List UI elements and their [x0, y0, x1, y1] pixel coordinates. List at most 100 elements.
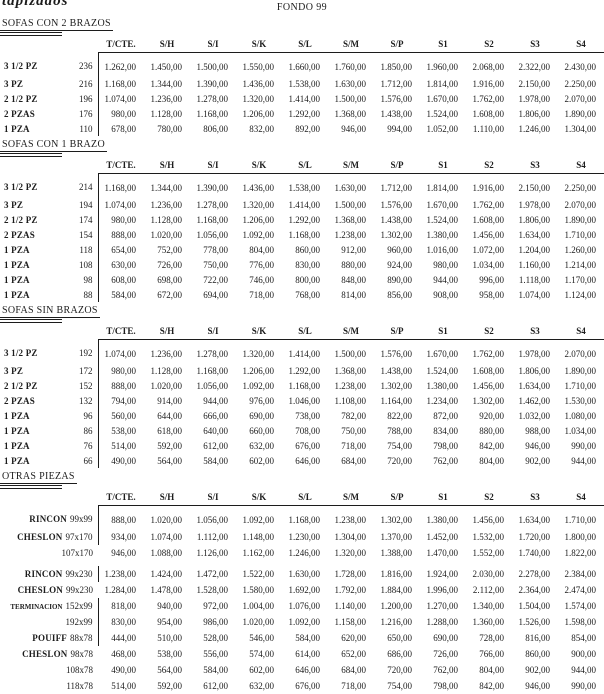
price-cell: 676,00 [295, 440, 320, 451]
price-cell: 1.124,00 [564, 289, 597, 300]
price-cell: 1.148,00 [242, 532, 275, 542]
row-label: 2 1/2 PZ [4, 214, 38, 225]
price-cell: 1.390,00 [196, 78, 229, 89]
price-cell: 1.292,00 [288, 365, 321, 376]
price-cell: 752,00 [157, 244, 182, 255]
price-cell: 1.574,00 [564, 601, 597, 611]
price-cell: 1.302,00 [380, 514, 413, 525]
price-cell: 1.390,00 [196, 182, 229, 193]
price-cell: 944,00 [203, 395, 228, 406]
piece-name: CHESLON [17, 532, 63, 542]
table-row: 3 1/2 PZ 192 1.074,00 1.236,00 1.278,00 1.320… [0, 339, 604, 363]
price-cell: 1.160,00 [518, 259, 551, 270]
price-cell: 1.214,00 [564, 259, 597, 270]
price-cell: 1.020,00 [150, 229, 183, 240]
price-cell: 1.112,00 [196, 532, 228, 542]
price-cell: 1.388,00 [380, 548, 413, 558]
column-header: S/L [282, 324, 328, 340]
table-row: 1 PZA 110 678,00 780,00 806,00 832,00 892,00 94… [0, 121, 604, 136]
price-cell: 980,00 [433, 259, 458, 270]
price-cell: 720,00 [387, 455, 412, 466]
price-cell: 1.360,00 [472, 617, 505, 627]
row-size: 194 [60, 197, 99, 212]
price-cell: 804,00 [479, 665, 504, 675]
row-size: 176 [60, 106, 99, 121]
price-cell: 1.126,00 [196, 548, 229, 558]
row-size: 192 [60, 339, 99, 363]
row-label: 1 PZA [4, 259, 30, 270]
price-cell: 860,00 [295, 244, 320, 255]
section-title-double-rule [0, 485, 62, 489]
header-spacer-size [60, 490, 98, 506]
row-label: 108x78 [0, 662, 98, 678]
table-row: POUIFF 88x78 444,00 510,00 528,00 546,00 584,0… [0, 630, 604, 646]
price-cell: 514,00 [111, 681, 136, 691]
price-cell: 584,00 [203, 665, 228, 675]
price-cell: 1.890,00 [564, 108, 597, 119]
price-cell: 1.056,00 [196, 229, 229, 240]
piece-name: CHESLON [17, 585, 63, 595]
price-cell: 1.368,00 [334, 108, 367, 119]
column-header: S/M [328, 158, 374, 174]
price-cell: 912,00 [341, 244, 366, 255]
row-label: TERMINACION 152x99 [0, 598, 99, 614]
price-cell: 584,00 [295, 633, 320, 643]
piece-size: 99x99 [70, 514, 93, 525]
row-label: 2 PZAS [4, 229, 35, 240]
price-cell: 934,00 [111, 532, 136, 542]
price-cell: 592,00 [157, 681, 182, 691]
price-cell: 798,00 [433, 681, 458, 691]
price-cell: 946,00 [525, 440, 550, 451]
price-cell: 514,00 [111, 440, 136, 451]
price-cell: 1.814,00 [426, 182, 459, 193]
price-cell: 564,00 [157, 665, 182, 675]
section-title-double-rule [0, 32, 62, 36]
price-cell: 1.670,00 [426, 93, 459, 104]
column-header: S2 [466, 324, 512, 340]
row-label: RINCON 99x230 [0, 566, 99, 582]
column-header: S/P [374, 158, 420, 174]
price-cell: 1.806,00 [518, 108, 551, 119]
price-cell: 994,00 [387, 123, 412, 134]
price-cell: 608,00 [111, 274, 136, 285]
price-cell: 1.234,00 [426, 395, 459, 406]
price-cell: 1.414,00 [288, 348, 321, 359]
price-cell: 1.456,00 [472, 229, 505, 240]
column-header: S/H [144, 37, 190, 53]
column-header: T/CTE. [98, 37, 144, 53]
price-cell: 880,00 [479, 425, 504, 436]
price-cell: 750,00 [203, 259, 228, 270]
price-cell: 1.080,00 [564, 410, 597, 421]
table-row: 1 PZA 118 654,00 752,00 778,00 804,00 860,00 91… [0, 242, 604, 257]
column-header: S/K [236, 37, 282, 53]
column-header: S/P [374, 324, 420, 340]
price-cell: 1.052,00 [426, 123, 459, 134]
header-spacer-size [60, 324, 98, 340]
price-cell: 814,00 [341, 289, 366, 300]
price-cell: 1.162,00 [242, 548, 275, 558]
price-cell: 676,00 [295, 681, 320, 691]
price-cell: 490,00 [111, 455, 136, 466]
piece-size: 108x78 [66, 665, 93, 675]
price-cell: 1.436,00 [242, 182, 275, 193]
row-size: 214 [60, 173, 99, 197]
price-cell: 1.118,00 [518, 274, 550, 285]
price-cell: 980,00 [111, 365, 136, 376]
price-cell: 1.206,00 [242, 108, 275, 119]
column-header: S/P [374, 490, 420, 506]
price-cell: 1.368,00 [334, 365, 367, 376]
header-spacer-size [60, 158, 98, 174]
price-cell: 1.550,00 [242, 61, 275, 72]
price-cell: 1.814,00 [426, 78, 459, 89]
price-cell: 1.246,00 [288, 548, 321, 558]
price-cell: 2.384,00 [564, 569, 597, 579]
price-cell: 1.206,00 [242, 365, 275, 376]
price-cell: 1.978,00 [518, 93, 551, 104]
row-label: 2 1/2 PZ [4, 93, 38, 104]
price-cell: 1.800,00 [564, 532, 597, 542]
column-header: S1 [420, 490, 466, 506]
price-cell: 584,00 [203, 455, 228, 466]
price-cell: 678,00 [111, 123, 136, 134]
price-cell: 672,00 [157, 289, 182, 300]
price-cell: 2.112,00 [472, 585, 504, 595]
